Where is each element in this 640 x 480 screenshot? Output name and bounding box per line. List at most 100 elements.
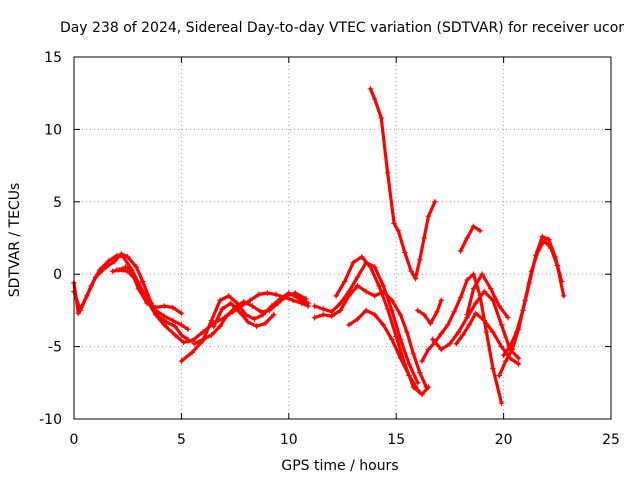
data-point [393,333,399,340]
data-point [479,271,485,277]
y-tick-label: -10 [39,412,62,428]
grid [74,57,611,419]
data-point [200,329,206,335]
data-point [438,330,445,337]
data-point [210,323,217,330]
data-point [273,291,279,298]
data-point [262,320,268,327]
data-point [397,311,404,318]
data-point [341,278,348,285]
data-point [354,282,361,289]
data-point [455,329,462,335]
data-point [172,332,178,338]
x-axis-label: GPS time / hours [281,458,398,474]
data-point [453,340,460,347]
data-point [498,343,505,350]
data-point [270,311,277,318]
data-point [354,274,361,280]
data-point [378,115,384,121]
data-point [472,300,479,306]
data-point [472,310,479,317]
data-point [180,339,187,346]
series-sat-17 [457,223,483,254]
data-point [384,170,391,176]
data-point [290,297,296,304]
series-sat-15 [453,310,522,367]
data-point [178,332,185,338]
data-point [236,309,243,315]
data-point [509,346,515,353]
data-point [337,307,344,314]
data-point [483,329,490,335]
data-point [320,311,326,318]
data-point [185,326,191,333]
data-point [412,275,419,282]
data-point [395,227,402,234]
series-sat-11 [346,307,421,393]
data-point [178,310,185,317]
data-point [191,340,198,347]
data-point [498,322,505,328]
data-point [124,268,131,275]
data-point [513,329,520,335]
series-sat-01 [71,252,185,317]
x-tick-label: 15 [387,432,405,448]
data-point [200,336,206,343]
series-sat-07 [210,300,277,330]
data-point [228,300,234,306]
data-point [444,322,451,328]
data-point [457,294,464,301]
data-point [337,300,344,306]
data-point [419,358,425,364]
data-point [539,233,546,240]
data-point [417,256,423,263]
series-trace [497,239,566,378]
data-point [434,309,440,315]
data-point [520,307,526,314]
data-point [129,267,135,273]
data-point [432,199,438,205]
data-point [429,336,436,343]
data-point [124,254,131,260]
data-point [346,322,352,328]
data-point [502,358,509,364]
data-point [305,300,311,306]
data-point [133,264,140,270]
data-point [161,303,168,309]
series-sat-16 [464,271,511,321]
data-point [438,346,445,353]
data-point [170,317,176,324]
data-point [470,285,477,292]
data-point [258,309,264,315]
series-sat-19 [500,233,565,359]
data-point [477,227,483,234]
data-point [152,311,159,318]
axes: 0 5 10 15 20 25 -10 -5 0 5 10 15 [39,50,620,448]
data-point [217,323,223,330]
data-point [75,310,82,317]
data-point [371,96,378,102]
data-point [447,340,453,347]
data-point [251,316,258,322]
data-point [414,380,421,386]
series-trace [459,224,482,253]
data-point [470,223,477,230]
data-point [105,258,112,264]
data-point [219,306,226,312]
data-point [391,220,397,227]
data-point [404,329,410,335]
data-point [217,297,223,304]
data-point [438,297,445,304]
series-sat-08 [311,282,430,390]
data-point [144,297,150,304]
y-tick-label: 15 [44,50,62,66]
data-point [410,351,417,357]
data-point [457,248,464,254]
data-point [114,267,120,273]
data-point [421,311,427,318]
data-point [367,86,374,92]
data-point [172,323,178,330]
data-point [425,213,432,220]
data-point [84,293,90,299]
